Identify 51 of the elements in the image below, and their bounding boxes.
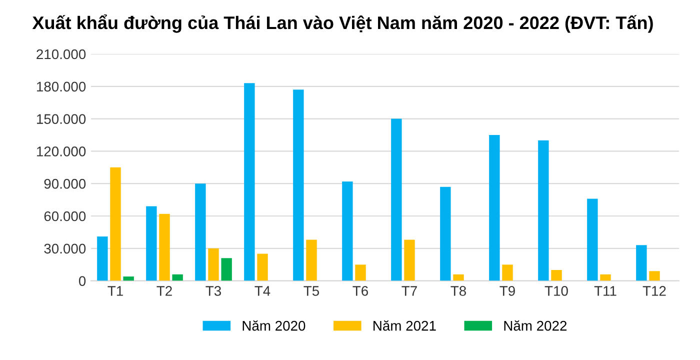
bar (649, 271, 660, 281)
legend-label: Năm 2020 (242, 320, 306, 331)
bar (195, 184, 206, 281)
bar (551, 270, 562, 281)
y-tick-label: 120.000 (37, 146, 86, 156)
bar (244, 83, 255, 281)
bar (502, 264, 513, 281)
bar (172, 274, 183, 281)
y-tick-label: 0 (78, 276, 86, 286)
bar (221, 258, 232, 281)
bar (587, 198, 598, 281)
bar (159, 214, 170, 281)
bar (146, 206, 157, 281)
y-tick-label: 210.000 (36, 49, 86, 60)
y-tick-label: 180.000 (37, 82, 86, 92)
x-tick-label: T5 (304, 286, 320, 296)
x-tick-label: T7 (402, 286, 417, 296)
bar (404, 240, 415, 281)
bar (97, 236, 108, 281)
legend-label: Năm 2022 (504, 320, 567, 331)
bar (355, 264, 366, 281)
y-tick-label: 90.000 (44, 178, 86, 189)
bar (636, 245, 647, 281)
bar (110, 167, 121, 281)
x-tick-label: T2 (156, 286, 172, 296)
chart-title: Xuất khẩu đường của Thái Lan vào Việt Nam năm 2020 - 2022 (ĐVT: Tấn) (32, 14, 653, 33)
bar (391, 118, 402, 281)
x-tick-label: T9 (500, 286, 515, 296)
x-tick-label: T10 (544, 286, 568, 296)
x-tick-label: T4 (254, 286, 270, 296)
x-tick-label: T3 (206, 286, 221, 296)
x-tick-label: T1 (108, 286, 123, 296)
x-tick-label: T8 (450, 286, 466, 296)
x-tick-label: T11 (594, 286, 616, 296)
bar (293, 90, 304, 281)
y-tick-label: 30.000 (44, 244, 86, 254)
legend-label: Năm 2021 (374, 320, 436, 331)
bar (489, 135, 500, 281)
y-tick-label: 150.000 (37, 114, 86, 124)
x-tick-label: T6 (352, 286, 368, 296)
bar (342, 181, 353, 281)
bar (440, 186, 451, 281)
bar (453, 274, 464, 281)
bar (123, 276, 134, 281)
x-tick-label: T12 (642, 286, 666, 296)
bar (600, 274, 611, 281)
bar (306, 240, 317, 281)
bar (208, 248, 219, 281)
bar (257, 254, 268, 281)
bar (538, 140, 549, 281)
y-tick-label: 60.000 (44, 211, 86, 222)
